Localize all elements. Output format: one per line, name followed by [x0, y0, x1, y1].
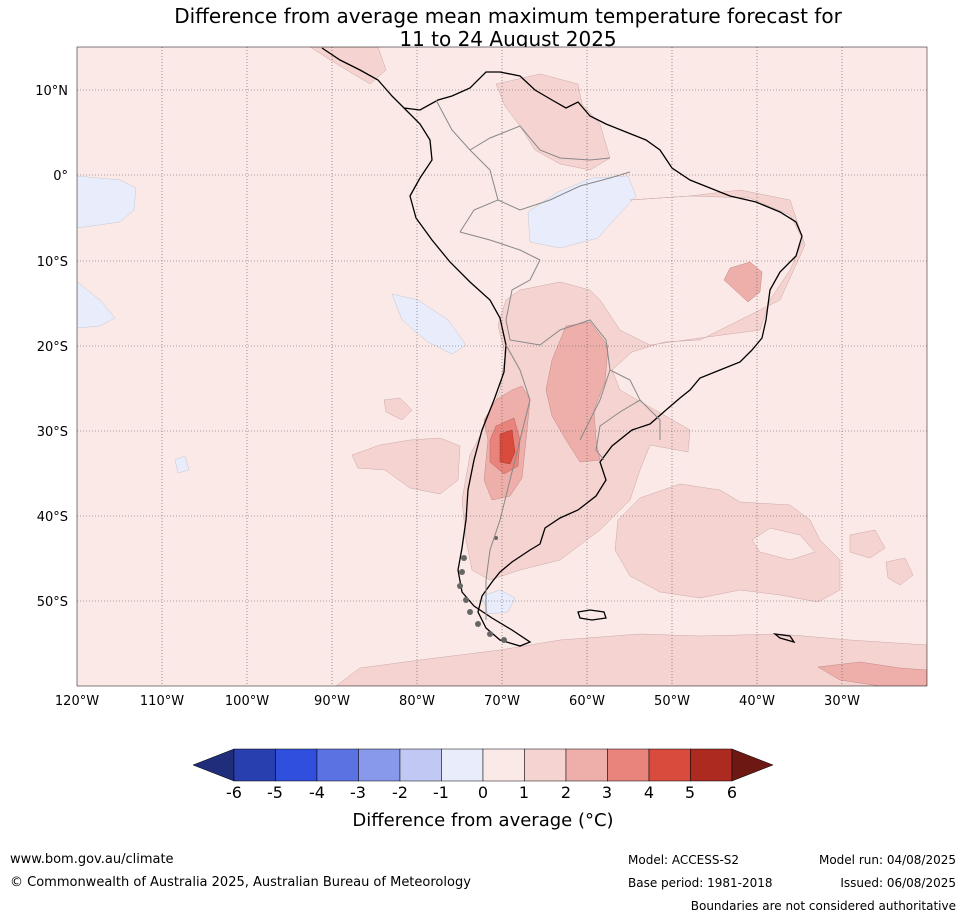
lon-label: 110°W	[140, 694, 184, 709]
anomaly-region-1to2	[885, 557, 914, 586]
lon-label: 40°W	[739, 694, 775, 709]
lon-label: 120°W	[55, 694, 99, 709]
colorbar-segment	[233, 748, 276, 782]
anomaly-region-1to2	[495, 73, 611, 171]
lat-label: 40°S	[37, 510, 68, 525]
colorbar-segment	[482, 748, 525, 782]
issued-date: Issued: 06/08/2025	[840, 876, 956, 890]
model-name: Model: ACCESS-S2	[628, 853, 740, 867]
model-run-date: Model run: 04/08/2025	[818, 853, 956, 867]
anomaly-region-1to2	[849, 529, 886, 559]
falkland-islands	[577, 609, 607, 621]
colorbar-arrow-high	[731, 748, 774, 782]
colorbar-segment	[690, 748, 733, 782]
anomaly-region-neg1	[174, 455, 190, 474]
anomaly-region-1to2	[614, 483, 841, 603]
colorbar-segment	[648, 748, 691, 782]
colorbar-label: -1	[433, 783, 449, 802]
lat-label: 20°S	[37, 340, 68, 355]
base-period: Base period: 1981-2018	[628, 876, 773, 890]
lon-label: 30°W	[824, 694, 860, 709]
lat-label: 0°	[53, 169, 68, 184]
anomaly-region-2to3	[723, 261, 763, 303]
colorbar-segment	[441, 748, 484, 782]
map-frame	[76, 46, 928, 687]
copyright-text: © Commonwealth of Australia 2025, Austra…	[10, 875, 471, 890]
colorbar-segment	[358, 748, 401, 782]
colorbar-segment	[275, 748, 318, 782]
anomaly-region-neg1	[481, 589, 516, 615]
colorbar-label: 6	[726, 783, 738, 802]
colorbar-segment	[607, 748, 650, 782]
anomaly-region-neg1	[77, 281, 116, 329]
lon-label: 90°W	[314, 694, 350, 709]
lat-label: 50°S	[37, 595, 68, 610]
lat-label: 30°S	[37, 425, 68, 440]
south-america-coastline	[321, 47, 803, 647]
anomaly-region-2to3	[817, 661, 927, 686]
lon-label: 60°W	[569, 694, 605, 709]
colorbar-label: -3	[350, 783, 366, 802]
colorbar-label: -5	[267, 783, 283, 802]
anomaly-region-1to2	[461, 189, 806, 581]
colorbar-label: 2	[560, 783, 572, 802]
anomaly-region-0to1	[751, 527, 816, 561]
colorbar-segment	[399, 748, 442, 782]
website-link[interactable]: www.bom.gov.au/climate	[10, 852, 174, 867]
lat-label: 10°N	[35, 84, 68, 99]
graticule	[77, 47, 927, 686]
anomaly-region-1to2	[335, 633, 927, 686]
map-title-line2: 11 to 24 August 2025	[399, 27, 617, 51]
chilean-archipelago	[457, 536, 507, 643]
lon-label: 50°W	[654, 694, 690, 709]
anomaly-region-1to2	[351, 437, 461, 495]
anomaly-region-4to5	[499, 429, 516, 465]
colorbar-label: 3	[601, 783, 613, 802]
colorbar-label: 4	[643, 783, 655, 802]
colorbar	[192, 748, 774, 782]
colorbar-label: -2	[392, 783, 408, 802]
country-borders	[435, 99, 661, 620]
colorbar-title: Difference from average (°C)	[352, 810, 614, 831]
colorbar-segment	[565, 748, 608, 782]
anomaly-region-neg1	[527, 175, 637, 249]
lon-label: 100°W	[225, 694, 269, 709]
lat-label: 10°S	[37, 255, 68, 270]
colorbar-arrow-low	[192, 748, 235, 782]
lon-label: 70°W	[484, 694, 520, 709]
colorbar-label: 1	[518, 783, 530, 802]
colorbar-label: -6	[226, 783, 242, 802]
anomaly-region-neg1	[391, 293, 467, 355]
lon-label: 80°W	[399, 694, 435, 709]
boundaries-disclaimer: Boundaries are not considered authoritat…	[690, 899, 956, 913]
anomaly-region-1to2	[309, 47, 387, 85]
colorbar-segment	[524, 748, 567, 782]
map-title-line1: Difference from average mean maximum tem…	[174, 4, 842, 28]
south-georgia	[772, 633, 796, 644]
colorbar-label: 0	[477, 783, 489, 802]
colorbar-label: 5	[684, 783, 696, 802]
colorbar-label: -4	[309, 783, 325, 802]
anomaly-region-neg1	[77, 175, 137, 229]
anomaly-region-1to2	[383, 397, 413, 421]
colorbar-segment	[316, 748, 359, 782]
